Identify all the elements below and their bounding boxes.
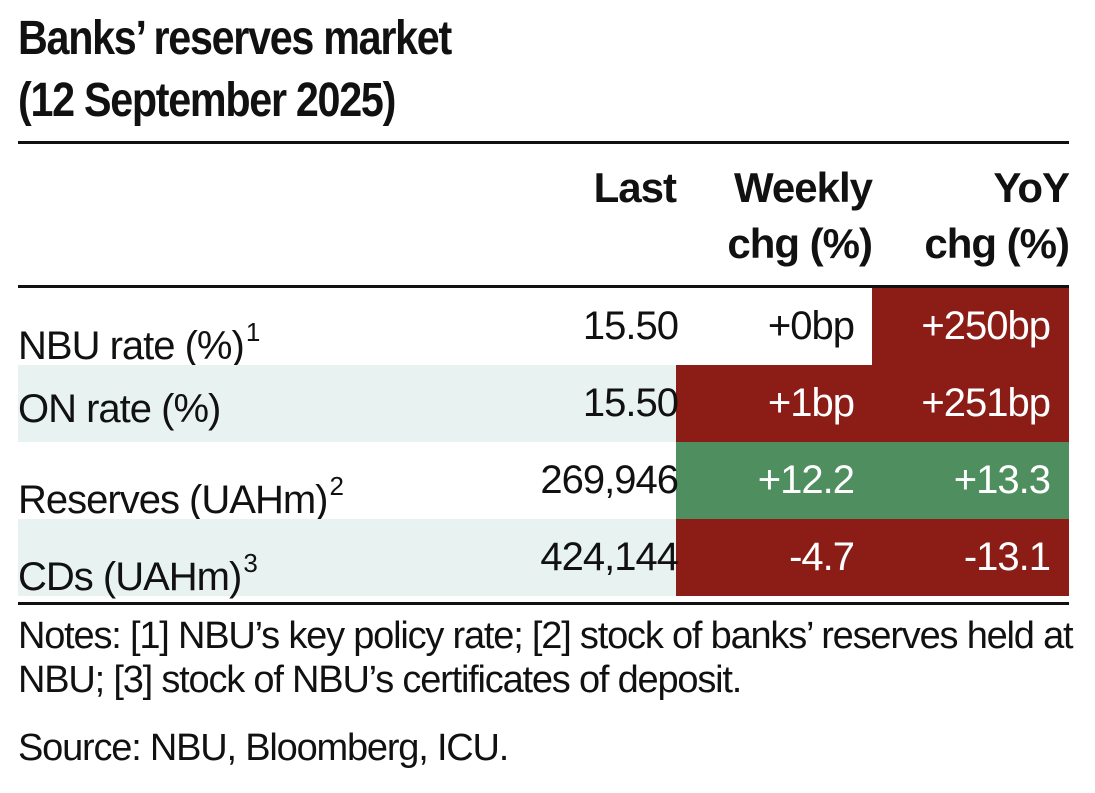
bottom-rule — [18, 602, 1069, 605]
weekly-cell-fill — [676, 519, 872, 596]
header-weekly-line2: chg (%) — [727, 220, 873, 267]
header-yoy-line1: YoY — [993, 164, 1070, 211]
yoy-cell-fill — [872, 442, 1069, 519]
footnote-marker: 1 — [245, 317, 261, 347]
title-line-2: (12 September 2025) — [18, 74, 396, 127]
source: Source: NBU, Bloomberg, ICU. — [18, 727, 509, 769]
weekly-cell-fill — [676, 442, 872, 519]
header-yoy: YoY chg (%) — [872, 160, 1070, 272]
last-value: 424,144 — [540, 535, 679, 579]
yoy-value: +250bp — [921, 304, 1051, 348]
table-row: Reserves (UAHm)2 269,946 +12.2 +13.3 — [18, 442, 1069, 522]
footnote-marker: 2 — [329, 471, 344, 501]
header-rule — [18, 285, 1069, 288]
header-yoy-line2: chg (%) — [924, 220, 1070, 267]
last-value: 269,946 — [540, 458, 679, 502]
yoy-value: -13.1 — [963, 535, 1051, 579]
yoy-value: +251bp — [921, 381, 1051, 425]
yoy-value: +13.3 — [953, 458, 1051, 502]
table-row: CDs (UAHm)3 424,144 -4.7 -13.1 — [18, 519, 1069, 599]
row-label: NBU rate (%)1 — [18, 288, 498, 368]
last-value: 15.50 — [582, 381, 679, 425]
notes: Notes: [1] NBU’s key policy rate; [2] st… — [18, 615, 1074, 701]
row-label: Reserves (UAHm)2 — [18, 442, 498, 522]
weekly-value: +1bp — [767, 381, 855, 425]
header-last: Last — [480, 160, 677, 216]
title-line-1: Banks’ reserves market — [18, 12, 452, 65]
row-label: CDs (UAHm)3 — [18, 519, 498, 599]
header-weekly-line1: Weekly — [734, 164, 873, 211]
table-row: ON rate (%) 15.50 +1bp +251bp — [18, 365, 1069, 442]
header-weekly: Weekly chg (%) — [676, 160, 873, 272]
yoy-cell-fill — [872, 365, 1069, 442]
weekly-value: +0bp — [767, 304, 855, 348]
weekly-cell-fill — [676, 365, 872, 442]
yoy-cell-fill — [872, 519, 1069, 596]
row-label: ON rate (%) — [18, 365, 498, 442]
weekly-value: -4.7 — [789, 535, 855, 579]
top-rule — [18, 141, 1069, 144]
header-last-label: Last — [593, 164, 677, 211]
footnote-marker: 3 — [243, 548, 258, 578]
row-label-text: NBU rate (%) — [18, 324, 245, 368]
table-row: NBU rate (%)1 15.50 +0bp +250bp — [18, 288, 1069, 368]
row-label-text: CDs (UAHm) — [18, 555, 242, 599]
table-title: Banks’ reserves market (12 September 202… — [18, 8, 930, 132]
last-value: 15.50 — [582, 304, 679, 348]
weekly-value: +12.2 — [757, 458, 855, 502]
row-label-text: ON rate (%) — [18, 387, 221, 431]
row-label-text: Reserves (UAHm) — [18, 478, 328, 522]
yoy-cell-fill — [872, 288, 1069, 365]
